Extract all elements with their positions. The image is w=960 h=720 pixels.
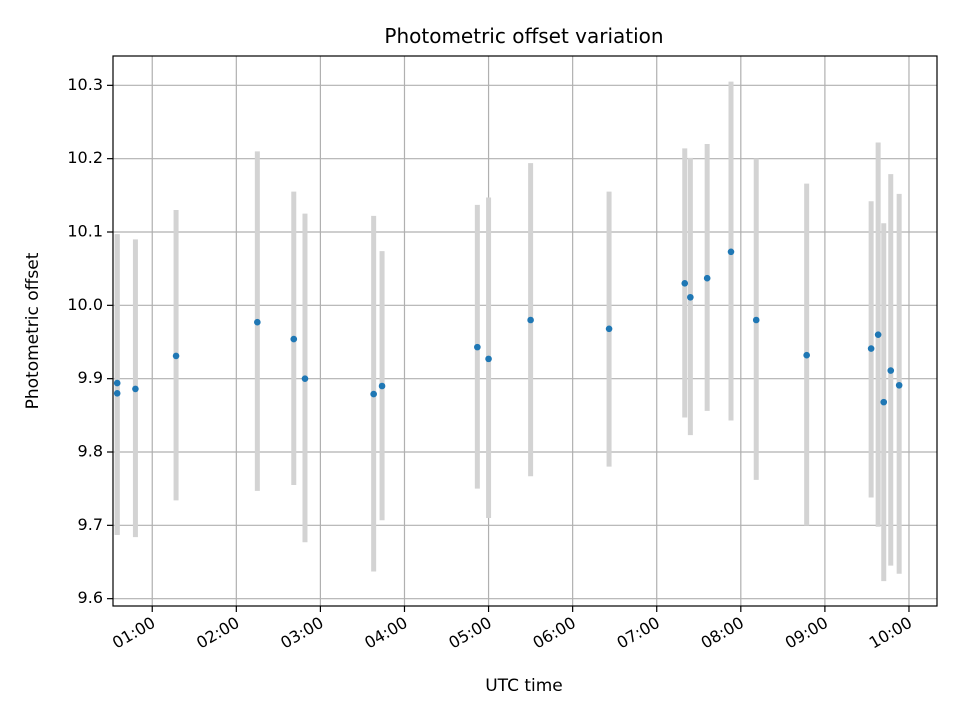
- data-point: [254, 318, 261, 326]
- data-point: [474, 343, 481, 351]
- data-point: [687, 293, 694, 301]
- data-point: [681, 280, 689, 287]
- data-point: [803, 351, 810, 359]
- data-point: [290, 335, 298, 343]
- data-point: [752, 316, 760, 324]
- y-tick-label: 10.3: [67, 75, 103, 94]
- data-point: [113, 390, 121, 397]
- plot-frame: [112, 55, 938, 607]
- data-point: [378, 382, 386, 390]
- data-point: [301, 375, 309, 382]
- y-axis-label: Photometric offset: [23, 252, 43, 409]
- y-tick-label: 10.0: [67, 295, 103, 314]
- data-point: [874, 331, 882, 338]
- y-tick-label: 9.6: [78, 588, 103, 607]
- data-point: [370, 390, 377, 398]
- data-point: [895, 381, 903, 389]
- data-point: [605, 325, 613, 333]
- data-point: [172, 352, 180, 360]
- data-point: [703, 274, 711, 282]
- plot-data: [113, 81, 903, 582]
- grid: [113, 56, 937, 606]
- chart-title: Photometric offset variation: [384, 24, 663, 48]
- data-point: [132, 385, 139, 393]
- y-tick-label: 10.2: [67, 148, 103, 167]
- data-point: [113, 379, 121, 387]
- data-point: [527, 316, 534, 324]
- data-point: [485, 355, 492, 363]
- y-tick-label: 9.8: [78, 442, 103, 461]
- data-point: [880, 398, 888, 406]
- y-tick-label: 9.9: [78, 368, 103, 387]
- data-point: [887, 367, 895, 374]
- data-point: [727, 248, 735, 256]
- data-point: [867, 345, 875, 352]
- y-tick-label: 10.1: [67, 222, 103, 241]
- x-axis-label: UTC time: [485, 676, 563, 696]
- y-tick-label: 9.7: [78, 515, 103, 534]
